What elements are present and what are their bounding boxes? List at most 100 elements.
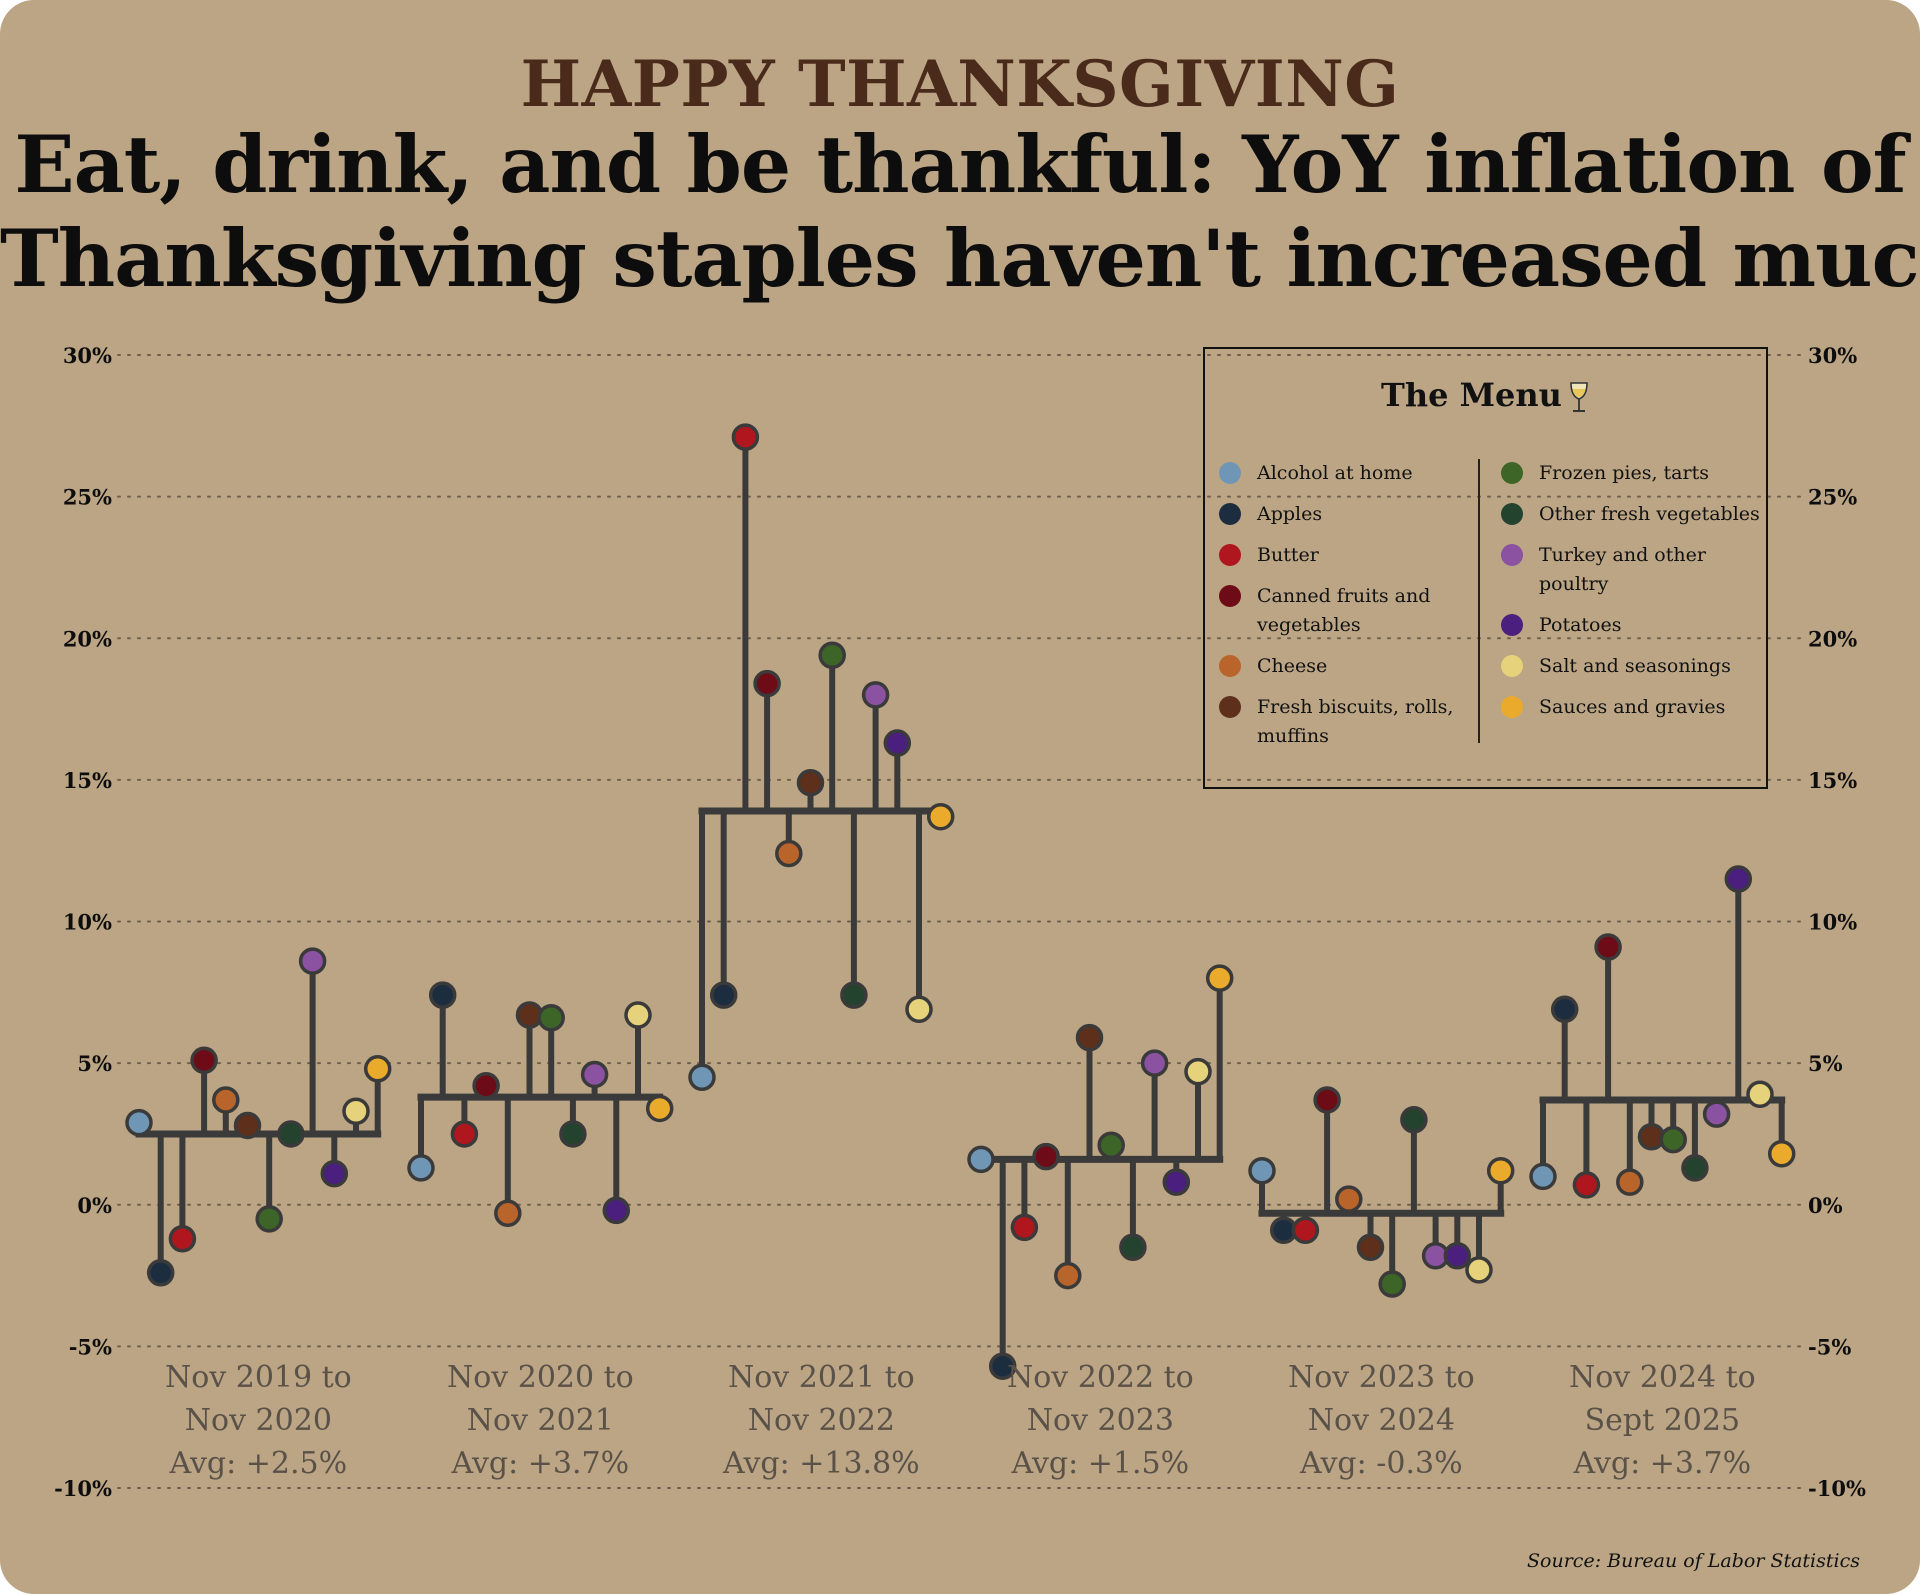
lollipop-dot [883,729,912,757]
y-tick-label-right: 25% [1808,485,1857,510]
y-tick-label-right: 30% [1808,343,1857,368]
lollipop-dot [1681,1154,1709,1182]
group-label: Nov 2023 to [1288,1360,1475,1395]
lollipop-dot [1572,1171,1601,1199]
lollipop-dot [1616,1168,1644,1196]
lollipop-dot [1010,1213,1039,1242]
lollipop-dot [731,423,760,451]
lollipop-dot [233,1111,262,1140]
lollipop-dot [602,1196,631,1225]
legend-label: Turkey and other poultry [1539,544,1706,595]
group-label: Sept 2025 [1585,1403,1740,1438]
chart-title-line-1: Eat, drink, and be thankful: YoY inflati… [14,118,1906,211]
legend-item: Sauces and gravies [1501,693,1767,722]
legend-item: Apples [1219,500,1479,529]
lollipop-dot [688,1063,716,1092]
lollipop-dot [1724,865,1753,893]
legend-swatch [1501,544,1523,566]
group-label: Avg: +3.7% [451,1446,630,1481]
lollipop-dot [1659,1125,1687,1154]
lollipop-dot [1140,1049,1169,1077]
group-label: Nov 2019 to [165,1360,352,1395]
lollipop-dot [125,1108,153,1137]
y-tick-label-left: 25% [63,485,112,510]
lollipop-dot [450,1120,479,1148]
lollipop-dot [537,1004,565,1032]
lollipop-dot [320,1159,349,1188]
lollipop-dot [840,981,868,1009]
lollipop-dot [428,981,457,1009]
lollipop-dot [1356,1233,1385,1261]
group-label: Avg: +1.5% [1011,1446,1190,1481]
lollipop-dot [472,1072,500,1100]
group-label: Avg: +13.8% [722,1446,920,1481]
lollipop-dot [1054,1261,1082,1290]
legend-swatch [1219,503,1241,525]
y-tick-label-left: 5% [77,1051,112,1076]
lollipop-dot [988,1352,1017,1380]
legend-title: The Menu [1205,375,1766,415]
legend-label: Apples [1257,503,1323,525]
lollipop-dot [1291,1216,1320,1244]
lollipop-dot [1184,1057,1212,1086]
lollipop-dot [1313,1086,1341,1114]
legend-column-2: Frozen pies, tarts Other fresh vegetables… [1501,459,1767,734]
lollipop-dot [645,1094,674,1123]
legend-swatch [1219,462,1241,484]
lollipop-dot [1205,964,1234,992]
legend-swatch [1501,614,1523,636]
lollipop-dot [905,995,933,1024]
legend-label: Fresh biscuits, rolls, muffins [1257,696,1454,747]
legend-label: Canned fruits and vegetables [1257,585,1431,636]
lollipop-dot [1443,1241,1472,1270]
lollipop-dot [580,1060,609,1089]
lollipop-dot [775,839,803,868]
lollipop-dot [753,669,781,698]
lollipop-dot [146,1258,175,1287]
y-tick-label-right: 20% [1808,626,1857,651]
lollipop-dot [168,1224,197,1253]
legend-item: Salt and seasonings [1501,652,1767,681]
supertitle: HAPPY THANKSGIVING [520,47,1400,122]
lollipop-dot [407,1154,435,1182]
group-label: Avg: +2.5% [169,1446,348,1481]
legend-swatch [1219,585,1241,607]
lollipop-dot [1746,1080,1774,1109]
lollipop-dot [1335,1185,1363,1213]
legend-item: Cheese [1219,652,1479,681]
group-label: Nov 2022 [748,1403,895,1438]
legend: The Menu Alcohol at home Apples Butter Cann… [1203,347,1768,789]
lollipop-dot [212,1086,240,1114]
y-tick-label-left: 30% [63,343,112,368]
lollipop-dot [796,768,825,797]
legend-label: Cheese [1257,655,1328,677]
group-label: Nov 2024 [1308,1403,1455,1438]
group-label: Nov 2022 to [1007,1360,1194,1395]
legend-item: Canned fruits and vegetables [1219,582,1479,640]
lollipop-dot [861,681,890,709]
wine-glass-icon [1570,381,1588,412]
legend-item: Other fresh vegetables [1501,500,1767,529]
lollipop-dot [709,981,738,1009]
y-tick-label-right: -10% [1808,1476,1866,1501]
y-tick-label-right: 0% [1808,1193,1843,1218]
lollipop-dot [363,1055,392,1083]
lollipop-dot [1400,1106,1428,1134]
lollipop-dot [1767,1140,1796,1168]
y-tick-label-left: 0% [77,1193,112,1218]
legend-item: Potatoes [1501,611,1767,640]
lollipop-dot [1550,995,1579,1024]
group-label: Avg: -0.3% [1299,1446,1463,1481]
legend-swatch [1219,544,1241,566]
group-label: Nov 2020 to [447,1360,634,1395]
lollipop-dot [277,1120,305,1148]
lollipop-dot [1378,1270,1406,1298]
legend-label: Alcohol at home [1257,462,1413,484]
legend-swatch [1219,696,1241,718]
group-label: Nov 2020 [185,1403,332,1438]
lollipop-dot [1529,1162,1557,1191]
y-tick-label-right: 5% [1808,1051,1843,1076]
lollipop-dot [1702,1100,1731,1128]
